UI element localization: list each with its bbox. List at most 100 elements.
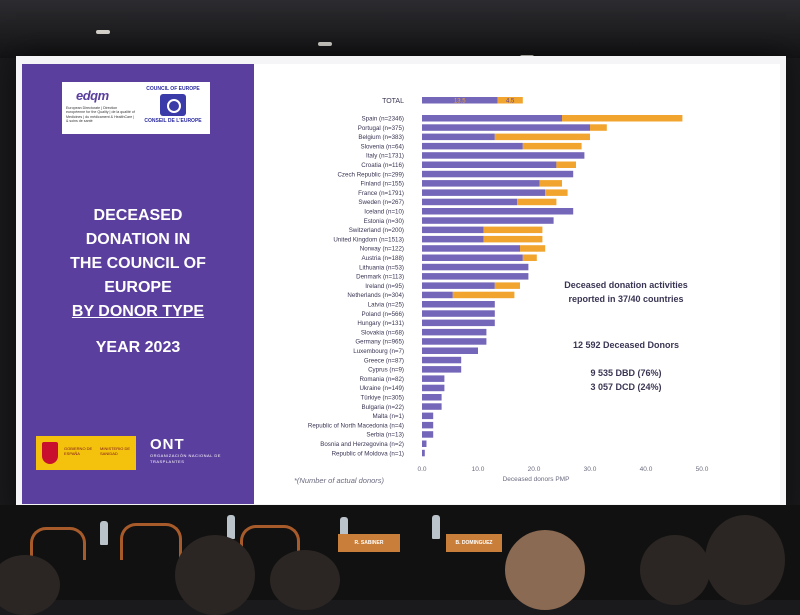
audience-head	[270, 550, 340, 610]
dbd-bar	[422, 319, 495, 327]
x-tick-label: 40.0	[640, 466, 653, 473]
dbd-bar	[422, 142, 523, 150]
country-label: Serbia (n=13)	[366, 432, 404, 439]
dbd-bar	[422, 301, 495, 308]
country-label: Greece (n=87)	[364, 357, 404, 364]
x-tick-label: 50.0	[696, 466, 709, 473]
country-label: Portugal (n=375)	[358, 125, 404, 132]
dbd-bar	[422, 161, 557, 168]
country-label: Ireland (n=95)	[365, 283, 404, 290]
dbd-bar	[422, 421, 434, 429]
dbd-bar	[422, 366, 462, 373]
ceiling-light	[96, 30, 110, 34]
country-label: Lithuania (n=53)	[359, 264, 404, 271]
spain-logo-text: GOBIERNO DE ESPAÑA	[64, 446, 93, 456]
dbd-annotation: 9 535 DBD (76%)	[590, 368, 662, 378]
name-card: B. DOMINGUEZ	[446, 534, 502, 552]
dcd-bar	[522, 254, 537, 261]
country-label: Cyprus (n=9)	[368, 367, 404, 374]
dbd-bar	[422, 198, 518, 206]
country-label: Ukraine (n=149)	[359, 385, 404, 392]
dbd-bar	[422, 208, 574, 215]
country-label: Türkiye (n=305)	[360, 395, 404, 402]
spain-coat-of-arms-icon	[42, 442, 58, 464]
country-label: Bulgaria (n=22)	[362, 404, 404, 411]
title-panel: edqm European Directorate | Direction eu…	[22, 64, 254, 504]
country-label: Netherlands (n=304)	[347, 292, 404, 299]
country-label: United Kingdom (n=1513)	[333, 236, 404, 243]
title-line-underlined: BY DONOR TYPE	[71, 303, 205, 320]
country-label: Republic of Moldova (n=1)	[332, 450, 404, 457]
audience-head	[0, 555, 60, 615]
country-label: Denmark (n=113)	[356, 274, 404, 281]
dbd-bar	[422, 115, 562, 122]
coe-emblem-icon	[160, 94, 186, 116]
country-label: Latvia (n=25)	[368, 302, 404, 309]
slide-title: DECEASED DONATION IN THE COUNCIL OF EURO…	[22, 204, 254, 324]
dbd-bar	[422, 263, 529, 271]
dbd-bar	[422, 356, 462, 364]
dbd-bar	[422, 170, 574, 178]
country-label: Estonia (n=30)	[364, 218, 404, 225]
total-bar-dcd	[497, 97, 523, 104]
slide-year: YEAR 2023	[95, 339, 181, 356]
dcd-bar	[494, 133, 590, 141]
total-bar-dbd	[422, 97, 498, 104]
audience-head	[505, 530, 585, 610]
x-tick-label: 10.0	[472, 466, 485, 473]
dbd-bar	[422, 273, 529, 280]
country-label: Germany (n=965)	[355, 339, 404, 346]
total-label: TOTAL	[382, 98, 404, 105]
dcd-bar	[562, 115, 683, 122]
dbd-bar	[422, 375, 445, 382]
chair	[240, 525, 300, 560]
dcd-bar	[483, 226, 543, 234]
edqm-coe-logo: edqm European Directorate | Direction eu…	[62, 82, 210, 134]
dbd-bar	[422, 384, 445, 392]
x-tick-label: 30.0	[584, 466, 597, 473]
country-label: Finland (n=155)	[360, 181, 404, 188]
water-bottle	[227, 515, 235, 539]
dcd-bar	[517, 198, 557, 206]
dbd-bar	[422, 347, 478, 354]
ont-logo-text: ONT	[150, 436, 185, 453]
name-card: R. SABINER	[338, 534, 400, 552]
country-label: Hungary (n=131)	[357, 320, 404, 327]
dbd-bar	[422, 226, 484, 234]
dcd-bar	[545, 189, 568, 196]
dbd-bar	[422, 440, 427, 447]
water-bottle	[340, 517, 348, 541]
country-label: Luxembourg (n=7)	[353, 348, 404, 355]
country-label: Italy (n=1731)	[366, 153, 404, 160]
total-dcd-value: 4.5	[506, 99, 515, 105]
dbd-bar	[422, 412, 434, 420]
x-tick-label: 0.0	[417, 466, 426, 473]
dbd-bar	[422, 152, 585, 159]
ceiling-light	[318, 42, 332, 46]
dcd-bar	[556, 161, 576, 168]
dbd-bar	[422, 217, 554, 224]
dcd-bar	[452, 291, 515, 299]
country-label: Norway (n=122)	[360, 246, 404, 253]
country-label: Czech Republic (n=299)	[337, 171, 404, 178]
ont-logo-subtext: ORGANIZACIÓN NACIONAL DE TRASPLANTES	[150, 453, 221, 464]
total-donors-annotation: 12 592 Deceased Donors	[572, 340, 680, 350]
dbd-bar	[422, 310, 495, 317]
dbd-bar	[422, 180, 540, 187]
dbd-bar	[422, 133, 495, 141]
country-label: Belgium (n=383)	[358, 134, 404, 141]
country-label: Austria (n=188)	[362, 255, 404, 262]
country-label: France (n=1791)	[358, 190, 404, 197]
x-axis-label: Deceased donors PMP	[503, 476, 570, 483]
dbd-bar	[422, 394, 442, 401]
total-dbd-value: 13.5	[454, 99, 466, 105]
dbd-bar	[422, 282, 495, 289]
country-label: Poland (n=566)	[362, 311, 405, 318]
country-label: Slovenia (n=64)	[360, 143, 404, 150]
country-label: Sweden (n=267)	[358, 199, 404, 206]
dbd-bar	[422, 338, 487, 345]
dcd-bar	[520, 245, 546, 252]
country-label: Iceland (n=10)	[364, 209, 404, 216]
dbd-bar	[422, 124, 590, 131]
water-bottle	[100, 521, 108, 545]
